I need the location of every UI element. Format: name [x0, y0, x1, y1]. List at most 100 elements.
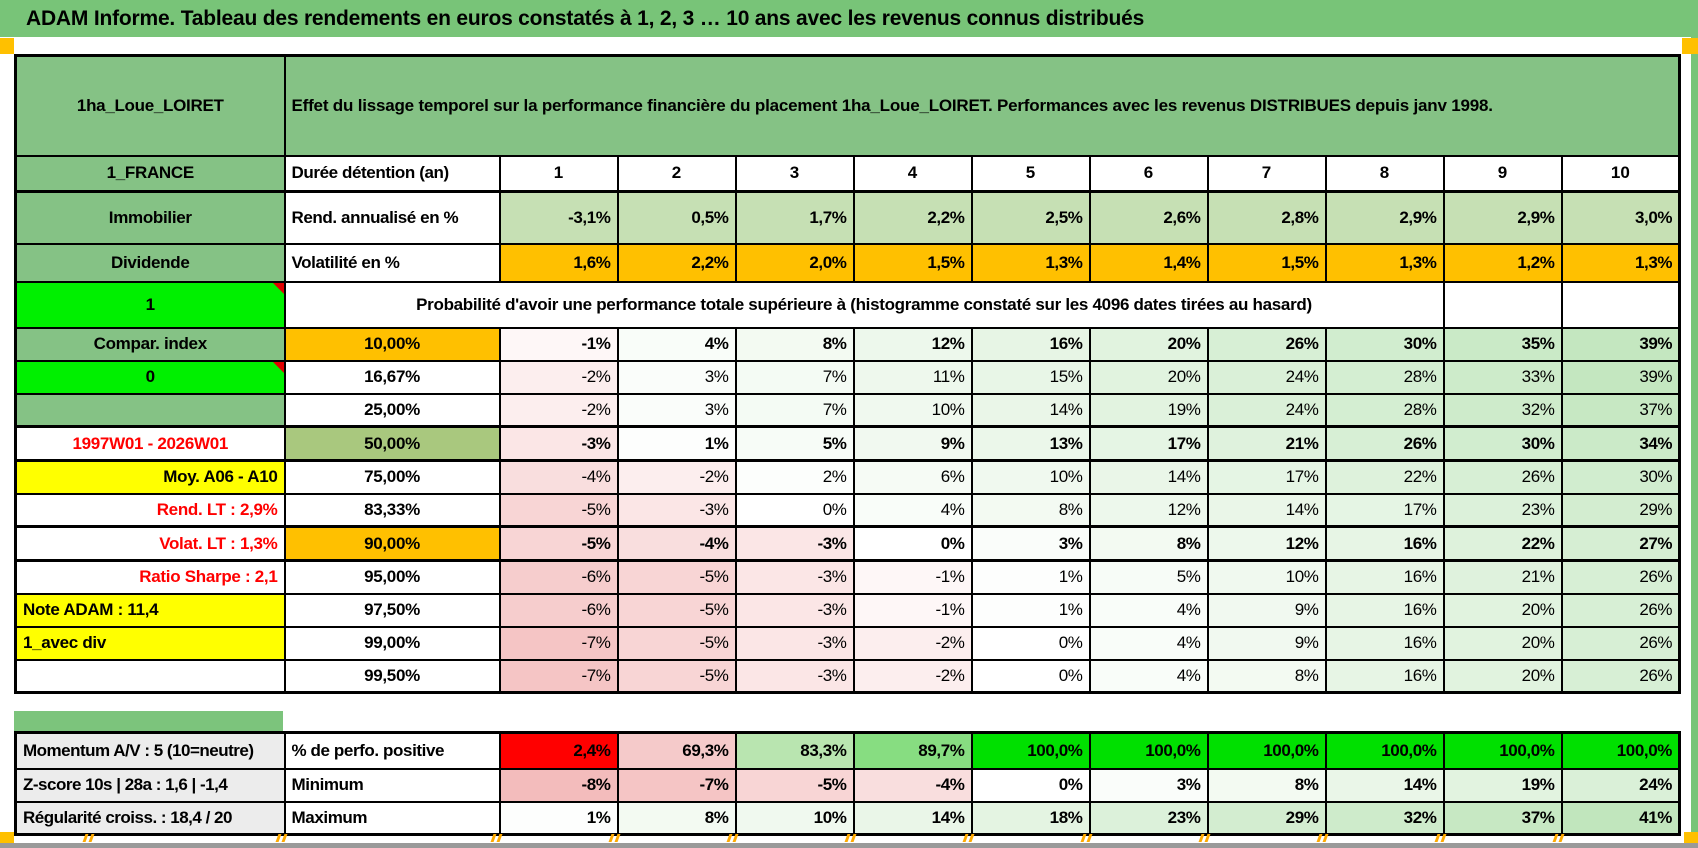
probability-value-cell[interactable]: 21%	[1442, 559, 1563, 595]
probability-value-cell[interactable]: 12%	[1206, 525, 1327, 562]
left-label-cell[interactable]	[14, 392, 286, 428]
probability-value-cell[interactable]: -5%	[498, 492, 619, 528]
minimum-cell[interactable]: -8%	[498, 767, 619, 803]
stat-left-label-cell[interactable]: Momentum A/V : 5 (10=neutre)	[14, 731, 286, 770]
probability-value-cell[interactable]: 0%	[970, 658, 1091, 694]
quantile-label-cell[interactable]: 10,00%	[283, 326, 501, 362]
probability-value-cell[interactable]: 30%	[1324, 326, 1445, 362]
probability-value-cell[interactable]: 7%	[734, 359, 855, 395]
col-header-4[interactable]: 4	[852, 154, 973, 193]
probability-value-cell[interactable]: 3%	[970, 525, 1091, 562]
probability-value-cell[interactable]: -1%	[852, 592, 973, 628]
volatility-cell[interactable]: 1,6%	[498, 242, 619, 283]
probability-value-cell[interactable]: 16%	[1324, 525, 1445, 562]
maximum-cell[interactable]: 18%	[970, 800, 1091, 836]
probability-value-cell[interactable]: 5%	[734, 425, 855, 462]
left-label-cell[interactable]: Ratio Sharpe : 2,1	[14, 559, 286, 595]
stat-label-cell[interactable]: % de perfo. positive	[283, 731, 501, 770]
probability-value-cell[interactable]: -3%	[498, 425, 619, 462]
probability-value-cell[interactable]: -3%	[616, 492, 737, 528]
probability-value-cell[interactable]: -3%	[734, 559, 855, 595]
probability-value-cell[interactable]: 14%	[1206, 492, 1327, 528]
left-label-cell[interactable]	[14, 658, 286, 694]
minimum-cell[interactable]: -7%	[616, 767, 737, 803]
probability-value-cell[interactable]: 26%	[1442, 459, 1563, 495]
col-header-3[interactable]: 3	[734, 154, 855, 193]
col-header-8[interactable]: 8	[1324, 154, 1445, 193]
annual-return-cell[interactable]: 2,9%	[1324, 190, 1445, 245]
probability-value-cell[interactable]: 39%	[1560, 326, 1681, 362]
probability-value-cell[interactable]: 30%	[1442, 425, 1563, 462]
probability-value-cell[interactable]: 4%	[852, 492, 973, 528]
probability-value-cell[interactable]: 0%	[970, 625, 1091, 661]
duration-label-cell[interactable]: Durée détention (an)	[283, 154, 501, 193]
probability-value-cell[interactable]: 32%	[1442, 392, 1563, 428]
empty-cell[interactable]	[1560, 280, 1681, 329]
left-label-cell[interactable]: Note ADAM : 11,4	[14, 592, 286, 628]
probability-value-cell[interactable]: 22%	[1324, 459, 1445, 495]
probability-value-cell[interactable]: 4%	[1088, 658, 1209, 694]
quantile-label-cell[interactable]: 97,50%	[283, 592, 501, 628]
probability-value-cell[interactable]: -3%	[734, 592, 855, 628]
quantile-label-cell[interactable]: 83,33%	[283, 492, 501, 528]
annual-return-cell[interactable]: 2,2%	[852, 190, 973, 245]
maximum-cell[interactable]: 14%	[852, 800, 973, 836]
probability-value-cell[interactable]: -2%	[852, 658, 973, 694]
probability-value-cell[interactable]: 4%	[616, 326, 737, 362]
col-header-6[interactable]: 6	[1088, 154, 1209, 193]
perfo-positive-cell[interactable]: 100,0%	[1442, 731, 1563, 770]
perfo-positive-cell[interactable]: 100,0%	[1206, 731, 1327, 770]
probability-value-cell[interactable]: 2%	[734, 459, 855, 495]
left-label-cell[interactable]: Moy. A06 - A10	[14, 459, 286, 495]
description-cell[interactable]: Effet du lissage temporel sur la perform…	[283, 54, 1681, 157]
probability-value-cell[interactable]: 39%	[1560, 359, 1681, 395]
probability-value-cell[interactable]: 16%	[1324, 658, 1445, 694]
probability-value-cell[interactable]: 3%	[616, 392, 737, 428]
stat-label-cell[interactable]: Minimum	[283, 767, 501, 803]
probability-value-cell[interactable]: 8%	[734, 326, 855, 362]
quantile-label-cell[interactable]: 95,00%	[283, 559, 501, 595]
probability-value-cell[interactable]: 23%	[1442, 492, 1563, 528]
probability-value-cell[interactable]: 13%	[970, 425, 1091, 462]
perfo-positive-cell[interactable]: 100,0%	[970, 731, 1091, 770]
probability-value-cell[interactable]: -3%	[734, 658, 855, 694]
probability-value-cell[interactable]: -4%	[498, 459, 619, 495]
empty-cell[interactable]	[1442, 280, 1563, 329]
probability-value-cell[interactable]: 24%	[1206, 359, 1327, 395]
left-label-cell[interactable]: Immobilier	[14, 190, 286, 245]
probability-value-cell[interactable]: 7%	[734, 392, 855, 428]
probability-value-cell[interactable]: -1%	[852, 559, 973, 595]
minimum-cell[interactable]: 14%	[1324, 767, 1445, 803]
left-label-cell[interactable]: 1_FRANCE	[14, 154, 286, 193]
quantile-label-cell[interactable]: 99,50%	[283, 658, 501, 694]
probability-value-cell[interactable]: 26%	[1560, 559, 1681, 595]
stat-label-cell[interactable]: Maximum	[283, 800, 501, 836]
quantile-label-cell[interactable]: 50,00%	[283, 425, 501, 462]
probability-value-cell[interactable]: 20%	[1088, 326, 1209, 362]
probability-value-cell[interactable]: 11%	[852, 359, 973, 395]
left-label-cell[interactable]: 1997W01 - 2026W01	[14, 425, 286, 462]
probability-value-cell[interactable]: -5%	[498, 525, 619, 562]
probability-value-cell[interactable]: -2%	[852, 625, 973, 661]
left-label-cell[interactable]: Rend. LT : 2,9%	[14, 492, 286, 528]
annual-return-cell[interactable]: 0,5%	[616, 190, 737, 245]
volatility-cell[interactable]: 1,2%	[1442, 242, 1563, 283]
minimum-cell[interactable]: 3%	[1088, 767, 1209, 803]
col-header-9[interactable]: 9	[1442, 154, 1563, 193]
probability-value-cell[interactable]: -2%	[498, 392, 619, 428]
col-header-7[interactable]: 7	[1206, 154, 1327, 193]
probability-value-cell[interactable]: 6%	[852, 459, 973, 495]
minimum-cell[interactable]: -5%	[734, 767, 855, 803]
quantile-label-cell[interactable]: 25,00%	[283, 392, 501, 428]
probability-value-cell[interactable]: 20%	[1088, 359, 1209, 395]
probability-value-cell[interactable]: 1%	[970, 592, 1091, 628]
probability-value-cell[interactable]: 9%	[1206, 625, 1327, 661]
probability-value-cell[interactable]: 21%	[1206, 425, 1327, 462]
probability-value-cell[interactable]: 37%	[1560, 392, 1681, 428]
probability-value-cell[interactable]: -5%	[616, 592, 737, 628]
maximum-cell[interactable]: 1%	[498, 800, 619, 836]
probability-value-cell[interactable]: -5%	[616, 625, 737, 661]
perfo-positive-cell[interactable]: 100,0%	[1324, 731, 1445, 770]
quantile-label-cell[interactable]: 16,67%	[283, 359, 501, 395]
probability-value-cell[interactable]: 17%	[1206, 459, 1327, 495]
